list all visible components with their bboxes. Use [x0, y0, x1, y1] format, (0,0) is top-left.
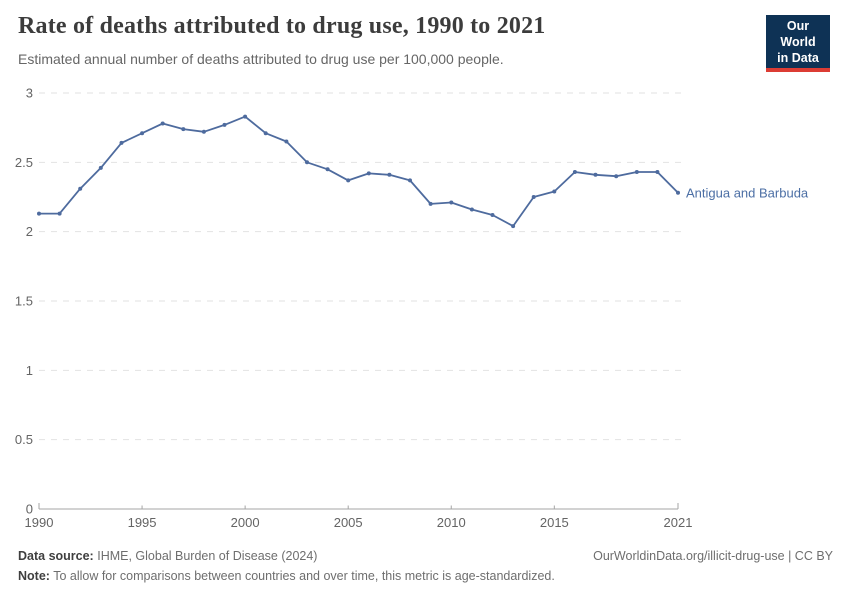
chart-subtitle: Estimated annual number of deaths attrib… — [18, 51, 504, 67]
data-source: Data source: IHME, Global Burden of Dise… — [18, 546, 317, 566]
owid-logo-line2: in Data — [777, 51, 819, 65]
series-end-label[interactable]: Antigua and Barbuda — [686, 185, 809, 200]
data-point[interactable] — [655, 170, 660, 174]
x-tick-label: 2000 — [231, 515, 260, 530]
data-point[interactable] — [366, 171, 371, 176]
data-point[interactable] — [531, 195, 536, 199]
data-point[interactable] — [676, 190, 680, 195]
y-tick-label: 1.5 — [15, 294, 33, 309]
data-point[interactable] — [428, 201, 433, 206]
data-point[interactable] — [160, 121, 165, 126]
y-tick-label: 3 — [26, 86, 33, 101]
x-tick-label: 2010 — [437, 515, 466, 530]
data-point[interactable] — [634, 170, 639, 174]
data-point[interactable] — [572, 170, 577, 174]
x-tick-label: 1995 — [128, 515, 157, 530]
y-tick-label: 1 — [26, 363, 33, 378]
data-point[interactable] — [98, 165, 103, 170]
data-point[interactable] — [469, 207, 474, 212]
data-point[interactable] — [614, 174, 619, 179]
data-point[interactable] — [325, 167, 330, 172]
data-point[interactable] — [449, 200, 454, 205]
attribution-link[interactable]: OurWorldinData.org/illicit-drug-use | CC… — [593, 549, 833, 563]
x-tick-label: 1990 — [25, 515, 54, 530]
data-point[interactable] — [201, 129, 206, 134]
owid-logo-line1: Our World — [780, 19, 816, 49]
page-title: Rate of deaths attributed to drug use, 1… — [18, 13, 546, 39]
y-tick-label: 0.5 — [15, 432, 33, 447]
data-source-value: IHME, Global Burden of Disease (2024) — [97, 549, 318, 563]
note-value: To allow for comparisons between countri… — [53, 569, 555, 583]
x-tick-label: 2005 — [334, 515, 363, 530]
note-label: Note: — [18, 569, 50, 583]
data-point[interactable] — [284, 139, 289, 144]
data-point[interactable] — [305, 160, 309, 165]
data-point[interactable] — [222, 122, 227, 127]
data-point[interactable] — [57, 211, 62, 216]
data-point[interactable] — [243, 114, 248, 119]
data-point[interactable] — [408, 178, 412, 183]
data-point[interactable] — [387, 172, 392, 177]
data-point[interactable] — [593, 172, 598, 177]
data-point[interactable] — [78, 186, 83, 191]
y-tick-label: 2.5 — [15, 155, 33, 170]
data-point[interactable] — [140, 131, 145, 136]
chart-footer: Data source: IHME, Global Burden of Dise… — [18, 546, 833, 586]
data-point[interactable] — [552, 189, 557, 194]
y-tick-label: 0 — [26, 502, 33, 517]
x-tick-label: 2015 — [540, 515, 569, 530]
data-point[interactable] — [346, 178, 351, 183]
data-point[interactable] — [490, 213, 495, 217]
series-line[interactable] — [38, 115, 679, 228]
x-tick-label: 2021 — [664, 515, 693, 530]
data-point[interactable] — [37, 211, 41, 216]
owid-logo[interactable]: Our World in Data — [766, 15, 830, 72]
data-point[interactable] — [181, 127, 186, 132]
chart-note: Note: To allow for comparisons between c… — [18, 566, 833, 586]
data-source-label: Data source: — [18, 549, 94, 563]
data-point[interactable] — [511, 224, 516, 229]
data-point[interactable] — [263, 131, 268, 136]
y-tick-label: 2 — [26, 224, 33, 239]
data-point[interactable] — [119, 140, 124, 145]
